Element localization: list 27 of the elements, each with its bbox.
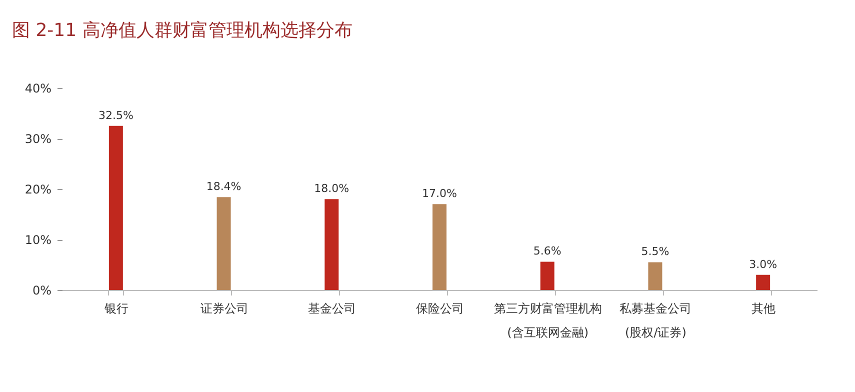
bar (432, 204, 446, 290)
x-tick-label: 保险公司 (416, 302, 464, 316)
data-label: 5.5% (641, 245, 670, 258)
x-tick-label: 基金公司 (308, 302, 356, 316)
x-tick-label: 其他 (752, 302, 776, 316)
bar (756, 274, 770, 290)
chart-title: 图 2-11 高净值人群财富管理机构选择分布 (12, 20, 352, 41)
bar (108, 126, 123, 290)
bar (216, 197, 231, 290)
x-tick-label: 银行 (103, 302, 128, 316)
y-tick-label: 10% (24, 233, 52, 247)
data-label: 17.0% (422, 187, 457, 200)
y-tick-label: 30% (24, 132, 52, 146)
x-tick-label: 证券公司 (200, 302, 248, 316)
data-label: 18.4% (206, 180, 242, 194)
bar (648, 262, 662, 290)
bar (324, 199, 339, 290)
y-tick-label: 0% (32, 284, 52, 298)
data-label: 5.6% (533, 244, 562, 258)
x-tick-label: 第三方财富管理机构 (含互联网金融) (494, 302, 602, 340)
data-label: 18.0% (314, 182, 350, 196)
x-tick-label: 私募基金公司 (股权/证券) (620, 302, 692, 340)
data-label: 32.5% (98, 108, 134, 122)
y-tick-label: 20% (24, 182, 52, 196)
data-label: 3.0% (749, 258, 778, 271)
bar (540, 262, 554, 290)
y-tick-label: 40% (24, 82, 52, 96)
